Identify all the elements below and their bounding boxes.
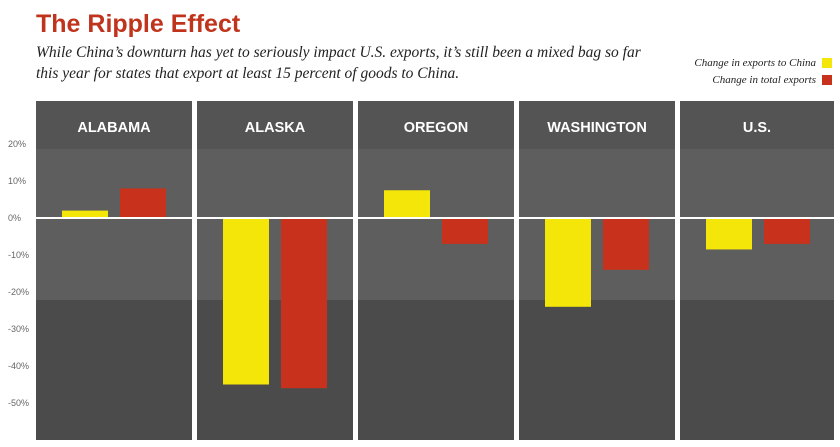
bar-total-alabama [120,188,166,218]
bar-china-alaska [223,218,269,385]
panel-label: WASHINGTON [547,120,647,136]
panel-label: ALABAMA [77,120,151,136]
legend-item-total: Change in total exports [694,71,832,88]
legend-item-china: Change in exports to China [694,54,832,71]
panel-header [36,101,192,149]
bar-total-us [764,218,810,244]
bar-china-alabama [62,210,108,218]
panel-shade [519,300,675,440]
bar-china-us [706,218,752,250]
panel-header [680,101,834,149]
panel-shade [680,300,834,440]
y-tick-label: 10% [8,176,26,186]
panel-label: U.S. [743,120,771,136]
y-tick-label: -40% [8,361,29,371]
bar-china-oregon [384,190,430,218]
y-tick-label: -50% [8,398,29,408]
bar-china-washington [545,218,591,307]
y-tick-label: -20% [8,287,29,297]
panel-shade [36,300,192,440]
panel-header [358,101,514,149]
legend-swatch-total [822,74,832,85]
panel-shade [358,300,514,440]
panel-header [519,101,675,149]
legend-label-china: Change in exports to China [694,56,816,69]
panel-shade [197,300,353,440]
bar-total-alaska [281,218,327,389]
legend: Change in exports to China Change in tot… [694,54,832,88]
legend-swatch-china [822,57,832,68]
panel-header [197,101,353,149]
y-tick-label: -30% [8,324,29,334]
legend-label-total: Change in total exports [712,73,816,86]
y-tick-label: 20% [8,139,26,149]
y-tick-label: 0% [8,213,21,223]
bar-total-oregon [442,218,488,244]
chart-title: The Ripple Effect [36,10,241,38]
panel-label: OREGON [404,120,468,136]
bar-total-washington [603,218,649,270]
panel-label: ALASKA [245,120,306,136]
y-tick-label: -10% [8,250,29,260]
chart-subtitle: While China’s downturn has yet to seriou… [36,44,641,82]
